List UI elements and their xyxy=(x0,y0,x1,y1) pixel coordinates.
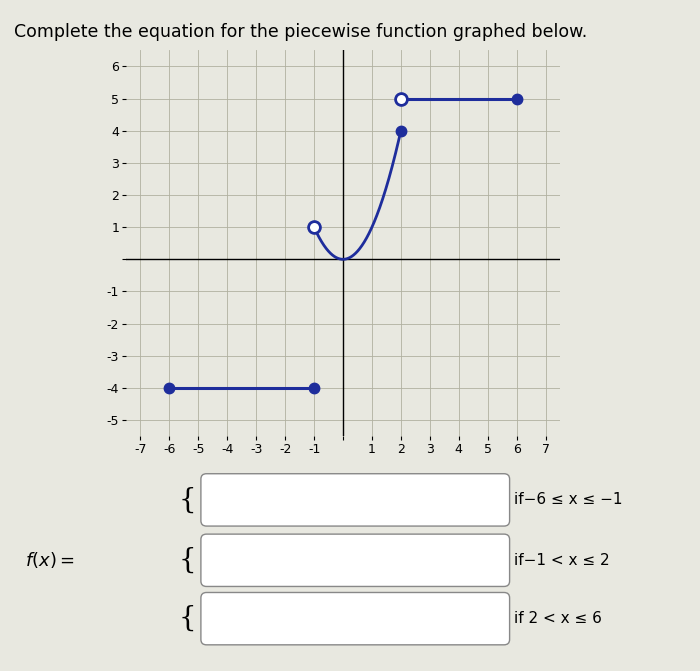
Text: {: { xyxy=(178,547,197,574)
Text: $f(x)=$: $f(x)=$ xyxy=(25,550,74,570)
Text: Complete the equation for the piecewise function graphed below.: Complete the equation for the piecewise … xyxy=(14,23,587,42)
Text: if 2 < x ≤ 6: if 2 < x ≤ 6 xyxy=(514,611,603,626)
Text: if−6 ≤ x ≤ −1: if−6 ≤ x ≤ −1 xyxy=(514,493,623,507)
Text: {: { xyxy=(178,486,197,513)
Text: if−1 < x ≤ 2: if−1 < x ≤ 2 xyxy=(514,553,610,568)
Text: {: { xyxy=(178,605,197,632)
